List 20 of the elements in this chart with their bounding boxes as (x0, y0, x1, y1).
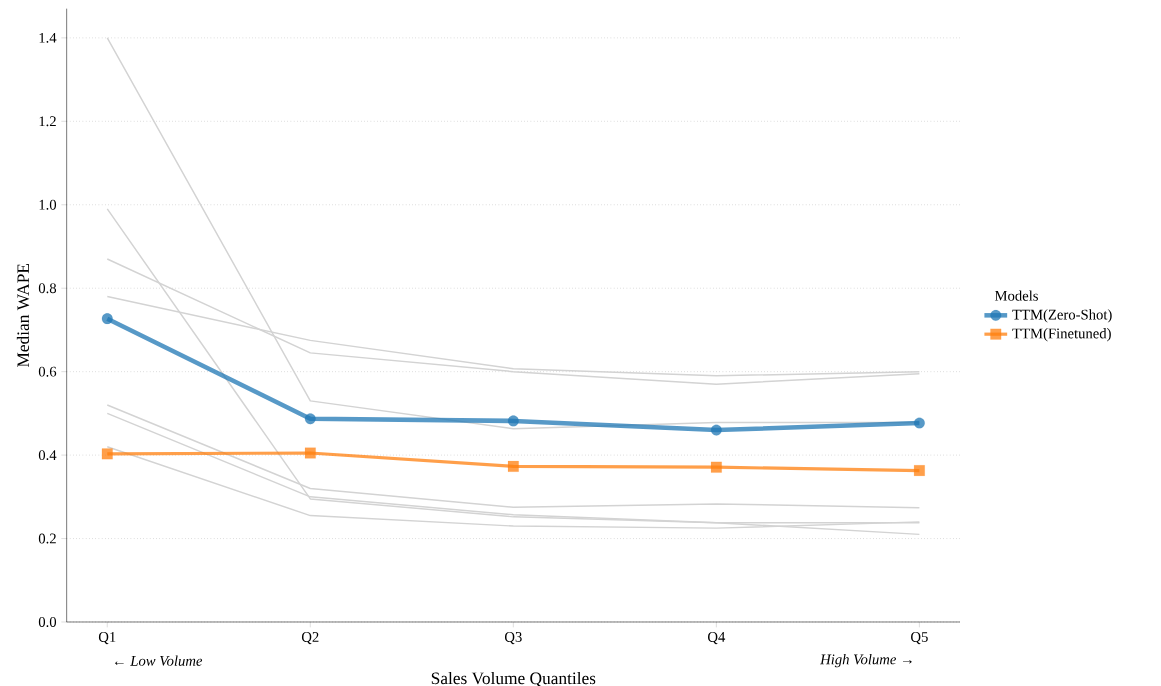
x-axis-title: Sales Volume Quantiles (431, 671, 596, 686)
y-tick-label: 1.2 (39, 116, 56, 127)
y-tick-label: 0.0 (38, 617, 57, 627)
y-axis-title: Median WAPE (16, 263, 30, 368)
text: High Volume → (820, 654, 912, 668)
text: ← Low Volume (114, 655, 203, 666)
y-tick-label: 0.6 (38, 366, 57, 377)
legend-label: TTM(Zero-Shot) (1012, 309, 1112, 323)
y-tick-label: 0.4 (38, 450, 57, 461)
y-tick-label: 0.8 (38, 283, 57, 294)
x-tick-label: Q4 (708, 632, 726, 645)
x-tick-label: Q3 (504, 632, 522, 645)
x-tick-label: Q1 (98, 632, 116, 645)
legend-label: TTM(Finetuned) (1012, 328, 1111, 342)
x-tick-label: Q2 (301, 632, 319, 645)
y-tick-label: 0.2 (38, 533, 56, 544)
x-tick-label: Q5 (911, 632, 928, 645)
legend-title: Models (994, 290, 1038, 301)
y-tick-label: 1.0 (39, 199, 57, 210)
y-tick-label: 1.4 (39, 32, 57, 43)
